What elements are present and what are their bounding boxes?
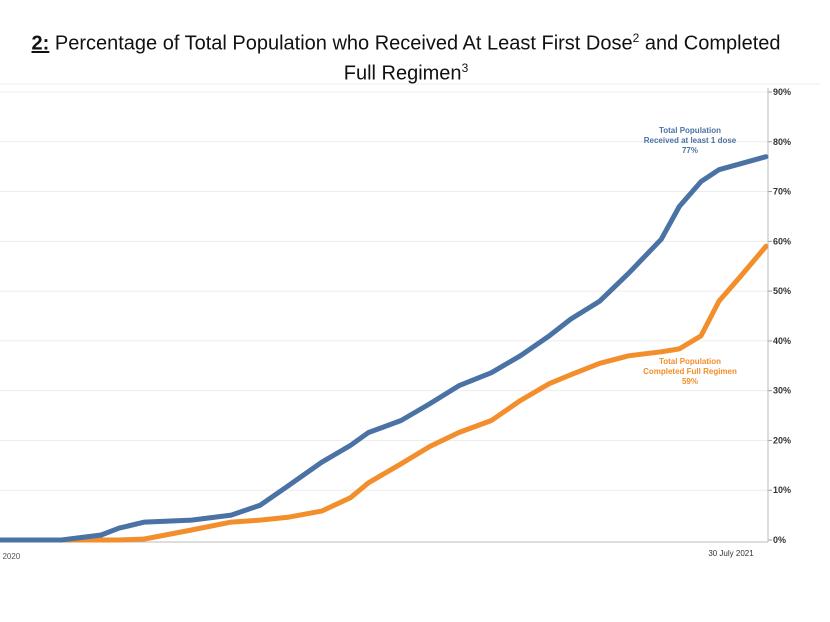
series-line [0, 154, 769, 543]
series-annotation: Total Population [659, 126, 721, 135]
chart-title: 2: Percentage of Total Population who Re… [31, 31, 781, 85]
y-tick-label: 20% [773, 435, 791, 445]
y-tick-label: 0% [773, 535, 786, 545]
series-line [0, 243, 769, 543]
x-tick-label: 30 July 2021 [708, 549, 754, 558]
x-tick-label: Dec 2020 [0, 552, 21, 561]
series-annotation: Completed Full Regimen [643, 367, 737, 376]
y-tick-label: 30% [773, 386, 791, 396]
y-tick-label: 70% [773, 187, 791, 197]
series-annotation: Received at least 1 dose [644, 136, 737, 145]
y-tick-label: 60% [773, 236, 791, 246]
series-annotation: 59% [682, 377, 698, 386]
series-annotation: Total Population [659, 357, 721, 366]
y-tick-label: 50% [773, 286, 791, 296]
y-tick-label: 40% [773, 336, 791, 346]
y-tick-label: 80% [773, 137, 791, 147]
y-tick-label: 90% [773, 87, 791, 97]
series-annotation: 77% [682, 146, 698, 155]
y-tick-label: 10% [773, 485, 791, 495]
